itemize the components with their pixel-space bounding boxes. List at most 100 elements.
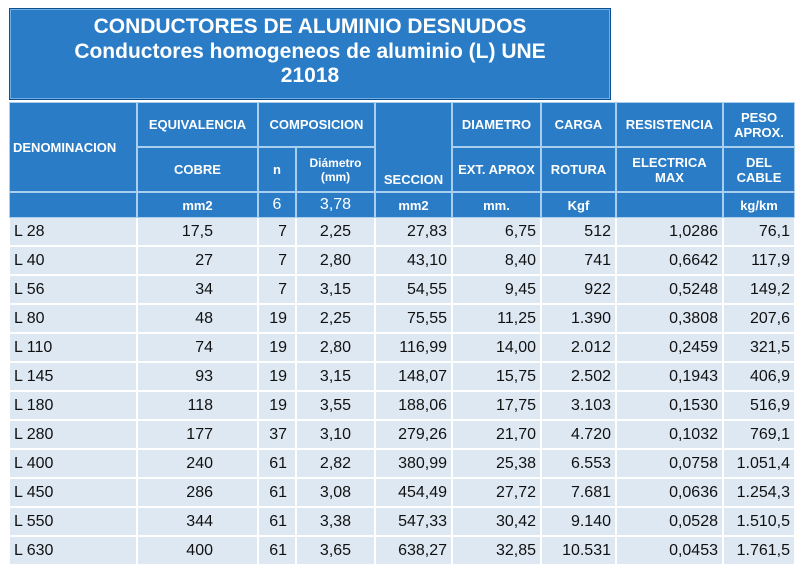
table-row: L 280 177 37 3,10 279,26 21,70 4.720 0,1032 769,… (9, 421, 795, 450)
cell-seccion: 148,07 (375, 363, 452, 392)
cell-peso: 321,5 (723, 334, 795, 363)
cell-denominacion: L 180 (9, 392, 137, 421)
cell-ext-aprox: 9,45 (452, 276, 541, 305)
cell-peso: 117,9 (723, 247, 795, 276)
cell-seccion: 547,33 (375, 508, 452, 537)
cell-seccion: 27,83 (375, 218, 452, 247)
header-electrica-max: ELECTRICA MAX (616, 147, 723, 192)
header-seccion-unit: mm2 (375, 192, 452, 218)
header-del-cable: DEL CABLE (723, 147, 795, 192)
cell-resistencia: 0,0528 (616, 508, 723, 537)
cell-resistencia: 0,1943 (616, 363, 723, 392)
cell-carga-rotura: 741 (541, 247, 616, 276)
table-row: L 110 74 19 2,80 116,99 14,00 2.012 0,2459 321,5 (9, 334, 795, 363)
cell-resistencia: 0,0453 (616, 537, 723, 566)
header-ext-unit: mm. (452, 192, 541, 218)
cell-resistencia: 0,0758 (616, 450, 723, 479)
cell-cobre: 286 (137, 479, 258, 508)
cell-carga-rotura: 4.720 (541, 421, 616, 450)
cell-seccion: 279,26 (375, 421, 452, 450)
table-row: L 145 93 19 3,15 148,07 15,75 2.502 0,1943 406,9 (9, 363, 795, 392)
cell-diametro: 3,15 (296, 363, 375, 392)
cell-denominacion: L 550 (9, 508, 137, 537)
header-cobre: COBRE (137, 147, 258, 192)
cell-diametro: 3,15 (296, 276, 375, 305)
cell-resistencia: 0,6642 (616, 247, 723, 276)
cell-cobre: 93 (137, 363, 258, 392)
table-row: L 56 34 7 3,15 54,55 9,45 922 0,5248 149,2 (9, 276, 795, 305)
cell-n: 61 (258, 479, 296, 508)
cell-peso: 207,6 (723, 305, 795, 334)
header-diametro-mm: Diámetro (mm) (296, 147, 375, 192)
cell-peso: 1.761,5 (723, 537, 795, 566)
cell-seccion: 43,10 (375, 247, 452, 276)
cell-cobre: 118 (137, 392, 258, 421)
cell-n: 7 (258, 247, 296, 276)
cell-carga-rotura: 7.681 (541, 479, 616, 508)
cell-carga-rotura: 10.531 (541, 537, 616, 566)
header-denominacion: DENOMINACION (9, 102, 137, 192)
header-equivalencia: EQUIVALENCIA (137, 102, 258, 147)
header-diam-value: 3,78 (296, 192, 375, 218)
cell-seccion: 454,49 (375, 479, 452, 508)
title-line-2: Conductores homogeneos de aluminio (L) U… (74, 40, 546, 63)
table-row: L 450 286 61 3,08 454,49 27,72 7.681 0,0636 1.25… (9, 479, 795, 508)
header-carga: CARGA (541, 102, 616, 147)
cell-seccion: 75,55 (375, 305, 452, 334)
header-resistencia: RESISTENCIA (616, 102, 723, 147)
cell-ext-aprox: 8,40 (452, 247, 541, 276)
cell-n: 61 (258, 450, 296, 479)
cell-ext-aprox: 6,75 (452, 218, 541, 247)
cell-peso: 1.051,4 (723, 450, 795, 479)
cell-ext-aprox: 21,70 (452, 421, 541, 450)
cell-carga-rotura: 3.103 (541, 392, 616, 421)
cell-cobre: 34 (137, 276, 258, 305)
cell-resistencia: 0,3808 (616, 305, 723, 334)
cell-seccion: 54,55 (375, 276, 452, 305)
cell-diametro: 2,80 (296, 334, 375, 363)
cell-peso: 769,1 (723, 421, 795, 450)
header-seccion: SECCION (375, 102, 452, 192)
cell-diametro: 2,25 (296, 305, 375, 334)
cell-n: 19 (258, 363, 296, 392)
title-line-3: 21018 (280, 64, 340, 87)
cell-ext-aprox: 11,25 (452, 305, 541, 334)
header-diametro: DIAMETRO (452, 102, 541, 147)
header-composicion: COMPOSICION (258, 102, 375, 147)
table-row: L 630 400 61 3,65 638,27 32,85 10.531 0,0453 1.7… (9, 537, 795, 566)
table-row: L 28 17,5 7 2,25 27,83 6,75 512 1,0286 76,1 (9, 218, 795, 247)
header-resist-unit (616, 192, 723, 218)
title-line-1: CONDUCTORES DE ALUMINIO DESNUDOS (93, 15, 527, 38)
header-empty-cell (9, 192, 137, 218)
cell-resistencia: 0,0636 (616, 479, 723, 508)
cell-seccion: 116,99 (375, 334, 452, 363)
conductors-table: DENOMINACION EQUIVALENCIA COMPOSICION SE… (9, 102, 795, 566)
cell-ext-aprox: 17,75 (452, 392, 541, 421)
header-n-value: 6 (258, 192, 296, 218)
cell-denominacion: L 40 (9, 247, 137, 276)
cell-n: 19 (258, 305, 296, 334)
table-row: L 180 118 19 3,55 188,06 17,75 3.103 0,1530 516,… (9, 392, 795, 421)
cell-denominacion: L 145 (9, 363, 137, 392)
cell-resistencia: 1,0286 (616, 218, 723, 247)
cell-ext-aprox: 14,00 (452, 334, 541, 363)
cell-peso: 1.510,5 (723, 508, 795, 537)
cell-n: 61 (258, 537, 296, 566)
cell-carga-rotura: 9.140 (541, 508, 616, 537)
cell-diametro: 2,25 (296, 218, 375, 247)
header-peso-unit: kg/km (723, 192, 795, 218)
header-cobre-unit: mm2 (137, 192, 258, 218)
cell-denominacion: L 80 (9, 305, 137, 334)
header-rotura: ROTURA (541, 147, 616, 192)
cell-diametro: 3,38 (296, 508, 375, 537)
cell-seccion: 638,27 (375, 537, 452, 566)
cell-carga-rotura: 922 (541, 276, 616, 305)
cell-peso: 406,9 (723, 363, 795, 392)
cell-denominacion: L 630 (9, 537, 137, 566)
cell-denominacion: L 28 (9, 218, 137, 247)
cell-cobre: 400 (137, 537, 258, 566)
cell-cobre: 17,5 (137, 218, 258, 247)
cell-carga-rotura: 6.553 (541, 450, 616, 479)
cell-cobre: 344 (137, 508, 258, 537)
cell-peso: 149,2 (723, 276, 795, 305)
